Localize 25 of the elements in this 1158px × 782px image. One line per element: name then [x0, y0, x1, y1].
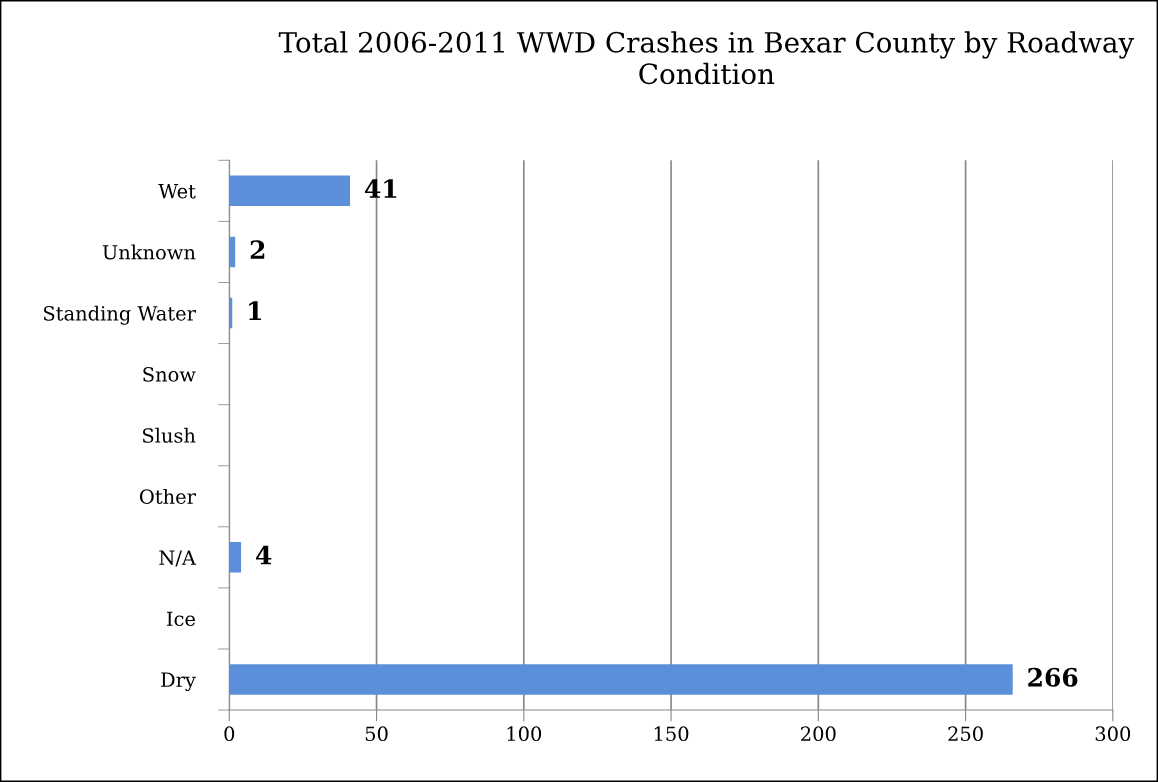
x-tick-label: 250 [948, 726, 983, 742]
chart-title: Total 2006-2011 WWD Crashes in Bexar County by Roadway Condition [278, 31, 1135, 85]
x-tick-label: 150 [654, 726, 689, 742]
y-tick-label: Standing Water [44, 305, 196, 325]
y-tick-label: Slush [143, 427, 196, 443]
y-tick-label: Unknown [102, 244, 196, 260]
x-tick-label: 300 [1095, 726, 1131, 742]
y-tick-label: Wet [158, 184, 196, 199]
data-label: 266 [1028, 667, 1078, 687]
x-tick-label: 200 [801, 726, 836, 742]
data-label: 4 [255, 545, 272, 565]
y-tick-label: Dry [161, 672, 196, 692]
y-tick-label: Other [139, 488, 196, 504]
y-tick-label: Snow [143, 367, 196, 382]
data-label: 2 [250, 240, 265, 259]
y-tick-label: Ice [166, 611, 195, 627]
y-tick-label: N/A [159, 550, 197, 567]
bar [229, 542, 242, 573]
x-tick-label: 0 [224, 726, 235, 742]
data-label: 41 [364, 179, 397, 198]
x-tick-label: 100 [507, 726, 542, 742]
bar [229, 175, 351, 207]
x-tick-label: 50 [365, 726, 388, 742]
bar [229, 664, 1013, 695]
data-label: 1 [249, 301, 262, 320]
